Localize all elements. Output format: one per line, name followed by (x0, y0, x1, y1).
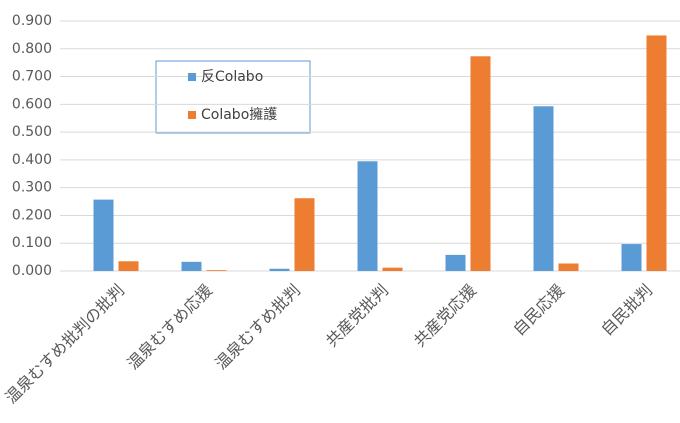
bar (181, 261, 202, 271)
x-tick-label: 自民批判 (597, 281, 656, 340)
bar (93, 199, 114, 271)
bar (646, 35, 667, 271)
bar (445, 254, 466, 271)
y-tick-label: 0.400 (12, 152, 52, 168)
y-tick-label: 0.000 (12, 263, 52, 279)
x-tick-label: 共産党批判 (322, 281, 392, 351)
y-tick-label: 0.700 (12, 69, 52, 85)
y-tick-label: 0.500 (12, 124, 52, 140)
legend-swatch (188, 73, 196, 81)
bar (470, 56, 491, 272)
bar (206, 270, 227, 271)
y-tick-label: 0.200 (12, 207, 52, 223)
legend-label: Colabo擁護 (201, 107, 277, 123)
x-tick-label: 自民応援 (509, 281, 568, 340)
y-tick-label: 0.300 (12, 180, 52, 196)
bar (558, 263, 579, 271)
bar (118, 261, 139, 271)
y-tick-label: 0.800 (12, 41, 52, 57)
bar (382, 267, 403, 271)
legend-swatch (188, 111, 196, 119)
bar (269, 268, 290, 271)
bar (533, 106, 554, 272)
legend-box (155, 60, 311, 134)
y-tick-label: 0.100 (12, 235, 52, 251)
y-tick-label: 0.900 (12, 13, 52, 29)
bar (294, 198, 315, 271)
x-tick-label: 共産党応援 (410, 281, 480, 351)
legend-label: 反Colabo (201, 69, 263, 85)
x-tick-label: 温泉むすめ批判 (211, 281, 304, 374)
y-tick-label: 0.600 (12, 96, 52, 112)
x-tick-label: 温泉むすめ批判の批判 (1, 281, 128, 408)
bar (357, 161, 378, 271)
x-tick-label: 温泉むすめ応援 (123, 281, 216, 374)
bar (621, 244, 642, 271)
